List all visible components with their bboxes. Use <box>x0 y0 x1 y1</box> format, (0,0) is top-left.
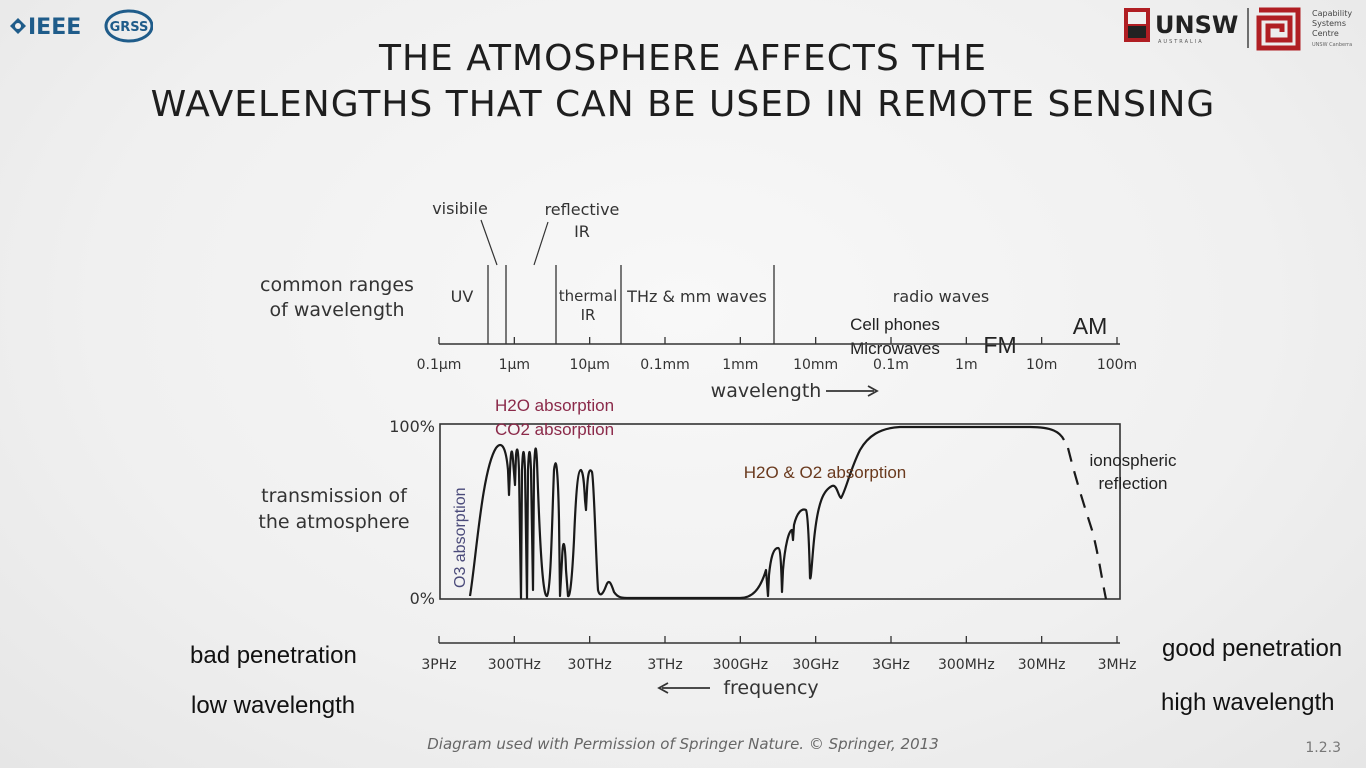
low-wavelength-note: low wavelength <box>191 692 355 719</box>
y-axis-100-label: 100% <box>389 417 435 436</box>
credit-text: Diagram used with Permission of Springer… <box>427 735 939 753</box>
ranges-heading-line1: common ranges <box>260 274 414 296</box>
wavelength-tick-label: 10m <box>1026 357 1057 373</box>
frequency-tick-label: 3PHz <box>421 657 456 673</box>
range-reflective-line2: IR <box>574 222 590 241</box>
range-thermal-line1: thermal <box>559 287 618 305</box>
ionospheric-label-line1: ionospheric <box>1090 451 1177 470</box>
frequency-tick-label: 3GHz <box>872 657 910 673</box>
slide-number: 1.2.3 <box>1305 740 1341 756</box>
ranges-heading-line2: of wavelength <box>269 299 404 321</box>
ionospheric-curve <box>1066 447 1108 600</box>
visible-pointer <box>480 219 498 266</box>
transmission-heading-line2: the atmosphere <box>258 511 409 533</box>
frequency-tick-label: 3THz <box>647 657 682 673</box>
bad-penetration-note: bad penetration <box>190 642 357 669</box>
frequency-tick-label: 30THz <box>568 657 612 673</box>
csc-line4: UNSW Canberra <box>1312 42 1352 48</box>
y-axis-0-label: 0% <box>410 589 435 608</box>
transmission-frame <box>439 423 1121 600</box>
transmission-section: transmission of the atmosphere 100% 0% O… <box>258 396 1177 608</box>
wavelength-tick-label: 10µm <box>569 357 609 373</box>
frequency-axis: 3PHz 300THz 30THz 3THz 300GHz 30GHz 3GHz 300MHz… <box>421 636 1136 699</box>
capability-centre-icon <box>1256 7 1301 51</box>
slide-title-line1: THE ATMOSPHERE AFFECTS THE <box>378 38 988 79</box>
csc-line2: Systems <box>1312 19 1346 28</box>
high-wavelength-note: high wavelength <box>1161 689 1334 716</box>
frequency-tick-label: 3MHz <box>1098 657 1137 673</box>
o3-absorption-label: O3 absorption <box>452 487 469 588</box>
am-label: AM <box>1073 313 1108 339</box>
fm-label: FM <box>983 332 1016 358</box>
wavelength-tick-label: 100m <box>1097 357 1137 373</box>
microwaves-label: Microwaves <box>850 339 940 358</box>
ionospheric-label-line2: reflection <box>1099 474 1168 493</box>
wavelength-tick-label: 1mm <box>722 357 758 373</box>
reflective-pointer <box>533 221 549 266</box>
wavelength-tick-label: 0.1mm <box>640 357 690 373</box>
transmission-heading-line1: transmission of <box>261 485 408 507</box>
good-penetration-note: good penetration <box>1162 635 1342 662</box>
range-reflective-line1: reflective <box>545 200 620 219</box>
transmission-curve <box>468 425 1065 600</box>
range-visible-label: visibile <box>432 199 488 218</box>
frequency-tick-label: 300GHz <box>713 657 768 673</box>
frequency-axis-label: frequency <box>723 677 818 699</box>
ieee-logo-text: IEEE <box>28 15 81 40</box>
range-uv-label: UV <box>451 287 474 306</box>
frequency-tick-label: 300MHz <box>938 657 995 673</box>
frequency-tick-label: 30GHz <box>792 657 839 673</box>
unsw-capability-logo: UNSW AUSTRALIA Capability Systems Centre… <box>1124 7 1352 51</box>
range-thz-label: THz & mm waves <box>626 287 767 306</box>
co2-absorption-label: CO2 absorption <box>495 420 614 439</box>
unsw-logo-text: UNSW <box>1155 11 1238 39</box>
arrow-left-icon <box>657 682 710 694</box>
csc-line1: Capability <box>1312 9 1352 18</box>
slide-title-line2: WAVELENGTHS THAT CAN BE USED IN REMOTE S… <box>150 84 1216 125</box>
frequency-tick-label: 30MHz <box>1018 657 1066 673</box>
wavelength-axis: 0.1µm 1µm 10µm 0.1mm 1mm 10mm 0.1m 1m 10m 100m wa… <box>417 337 1137 402</box>
unsw-sub-text: AUSTRALIA <box>1158 39 1204 45</box>
wavelength-ranges: common ranges of wavelength visibile ref… <box>260 199 1107 358</box>
wavelength-tick-label: 0.1m <box>873 357 909 373</box>
arrow-right-icon <box>826 385 879 397</box>
h2o-absorption-label: H2O absorption <box>495 396 614 415</box>
range-dividers <box>487 265 775 344</box>
ieee-grss-logo: IEEE GRSS <box>10 9 153 43</box>
h2o-o2-absorption-label: H2O & O2 absorption <box>744 463 907 482</box>
frequency-tick-label: 300THz <box>488 657 541 673</box>
grss-logo-text: GRSS <box>110 20 149 35</box>
cell-phones-label: Cell phones <box>850 315 940 334</box>
wavelength-tick-label: 0.1µm <box>417 357 462 373</box>
wavelength-axis-label: wavelength <box>711 380 822 402</box>
wavelength-tick-label: 10mm <box>793 357 838 373</box>
wavelength-tick-label: 1m <box>955 357 978 373</box>
range-radio-label: radio waves <box>893 287 989 306</box>
range-thermal-line2: IR <box>581 306 596 324</box>
wavelength-tick-label: 1µm <box>499 357 530 373</box>
csc-line3: Centre <box>1312 29 1339 38</box>
